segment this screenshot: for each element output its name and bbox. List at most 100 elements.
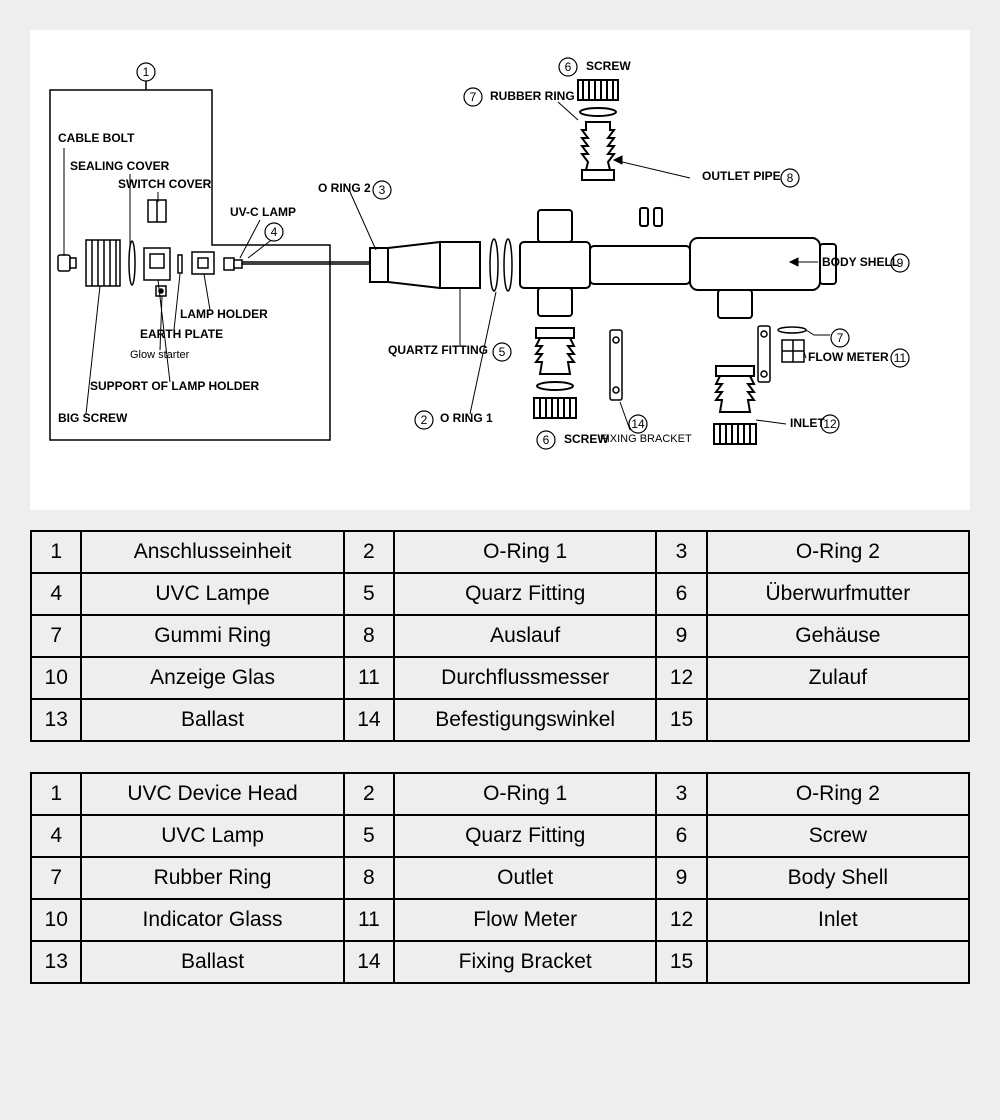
de-label: Durchflussmesser xyxy=(394,657,656,699)
de-label: Auslauf xyxy=(394,615,656,657)
de-num: 1 xyxy=(31,531,81,573)
callout-6: 6 xyxy=(559,58,577,76)
en-num: 9 xyxy=(656,857,706,899)
svg-text:4: 4 xyxy=(271,225,278,239)
de-label: Quarz Fitting xyxy=(394,573,656,615)
en-label: Fixing Bracket xyxy=(394,941,656,983)
svg-text:1: 1 xyxy=(143,65,150,79)
diagram-label: SUPPORT OF LAMP HOLDER xyxy=(90,379,259,393)
diagram-label: EARTH PLATE xyxy=(140,327,223,341)
en-num: 4 xyxy=(31,815,81,857)
de-num: 6 xyxy=(656,573,706,615)
de-row: 10Anzeige Glas11Durchflussmesser12Zulauf xyxy=(31,657,969,699)
en-num: 3 xyxy=(656,773,706,815)
de-row: 13Ballast14Befestigungswinkel15 xyxy=(31,699,969,741)
svg-text:11: 11 xyxy=(894,351,907,365)
diagram-label: QUARTZ FITTING xyxy=(388,343,488,357)
de-label: O-Ring 1 xyxy=(394,531,656,573)
svg-text:5: 5 xyxy=(499,345,506,359)
en-label: Inlet xyxy=(707,899,969,941)
de-label: Zulauf xyxy=(707,657,969,699)
parts-table-english: 1UVC Device Head2O-Ring 13O-Ring 24UVC L… xyxy=(30,772,970,984)
diagram-label: CABLE BOLT xyxy=(58,131,135,145)
page: 12345667789111214 CABLE BOLTSEALING COVE… xyxy=(0,0,1000,1120)
en-num: 8 xyxy=(344,857,394,899)
exploded-diagram: 12345667789111214 CABLE BOLTSEALING COVE… xyxy=(30,30,970,510)
en-row: 10Indicator Glass11Flow Meter12Inlet xyxy=(31,899,969,941)
en-label: Indicator Glass xyxy=(81,899,343,941)
callout-11: 11 xyxy=(891,349,909,367)
de-num: 4 xyxy=(31,573,81,615)
svg-text:2: 2 xyxy=(421,413,428,427)
diagram-label: SWITCH COVER xyxy=(118,177,212,191)
svg-text:3: 3 xyxy=(379,183,386,197)
svg-text:14: 14 xyxy=(631,417,645,431)
diagram-label: UV-C LAMP xyxy=(230,205,296,219)
de-num: 13 xyxy=(31,699,81,741)
de-label: Ballast xyxy=(81,699,343,741)
en-label: Ballast xyxy=(81,941,343,983)
de-label: Überwurfmutter xyxy=(707,573,969,615)
callout-7: 7 xyxy=(831,329,849,347)
en-num: 6 xyxy=(656,815,706,857)
en-label: O-Ring 1 xyxy=(394,773,656,815)
diagram-label: O RING 1 xyxy=(440,411,493,425)
svg-text:8: 8 xyxy=(787,171,794,185)
en-num: 13 xyxy=(31,941,81,983)
de-row: 1Anschlusseinheit2O-Ring 13O-Ring 2 xyxy=(31,531,969,573)
en-num: 5 xyxy=(344,815,394,857)
svg-text:6: 6 xyxy=(565,60,572,74)
en-num: 2 xyxy=(344,773,394,815)
de-num: 11 xyxy=(344,657,394,699)
de-num: 15 xyxy=(656,699,706,741)
de-label: O-Ring 2 xyxy=(707,531,969,573)
de-label: Gehäuse xyxy=(707,615,969,657)
svg-text:7: 7 xyxy=(837,331,844,345)
en-num: 14 xyxy=(344,941,394,983)
en-label: Flow Meter xyxy=(394,899,656,941)
callout-14: 14 xyxy=(629,415,647,433)
de-num: 7 xyxy=(31,615,81,657)
de-num: 3 xyxy=(656,531,706,573)
en-num: 12 xyxy=(656,899,706,941)
callout-3: 3 xyxy=(373,181,391,199)
callout-5: 5 xyxy=(493,343,511,361)
en-label: Quarz Fitting xyxy=(394,815,656,857)
en-row: 13Ballast14Fixing Bracket15 xyxy=(31,941,969,983)
diagram-label: RUBBER RING xyxy=(490,89,575,103)
parts-tables: 1Anschlusseinheit2O-Ring 13O-Ring 24UVC … xyxy=(30,530,970,1014)
en-label: O-Ring 2 xyxy=(707,773,969,815)
en-label: Body Shell xyxy=(707,857,969,899)
svg-text:12: 12 xyxy=(823,417,837,431)
en-num: 10 xyxy=(31,899,81,941)
en-row: 4UVC Lamp5Quarz Fitting6Screw xyxy=(31,815,969,857)
de-label xyxy=(707,699,969,741)
de-num: 5 xyxy=(344,573,394,615)
de-label: UVC Lampe xyxy=(81,573,343,615)
en-row: 7Rubber Ring8Outlet9Body Shell xyxy=(31,857,969,899)
diagram-label: O RING 2 xyxy=(318,181,371,195)
svg-text:6: 6 xyxy=(543,433,550,447)
diagram-label: FLOW METER xyxy=(808,350,889,364)
en-label: Rubber Ring xyxy=(81,857,343,899)
en-num: 1 xyxy=(31,773,81,815)
en-row: 1UVC Device Head2O-Ring 13O-Ring 2 xyxy=(31,773,969,815)
en-label xyxy=(707,941,969,983)
de-num: 8 xyxy=(344,615,394,657)
callout-6: 6 xyxy=(537,431,555,449)
de-num: 12 xyxy=(656,657,706,699)
de-num: 14 xyxy=(344,699,394,741)
diagram-label: BODY SHELL xyxy=(822,255,899,269)
diagram-label: SEALING COVER xyxy=(70,159,170,173)
diagram-label: BIG SCREW xyxy=(58,411,128,425)
de-label: Befestigungswinkel xyxy=(394,699,656,741)
diagram-label: LAMP HOLDER xyxy=(180,307,268,321)
de-label: Anschlusseinheit xyxy=(81,531,343,573)
de-label: Gummi Ring xyxy=(81,615,343,657)
callout-7: 7 xyxy=(464,88,482,106)
callout-1: 1 xyxy=(137,63,155,81)
diagram-label: OUTLET PIPE xyxy=(702,169,781,183)
diagram-label: Glow starter xyxy=(130,349,190,361)
en-label: UVC Lamp xyxy=(81,815,343,857)
svg-text:7: 7 xyxy=(470,90,477,104)
